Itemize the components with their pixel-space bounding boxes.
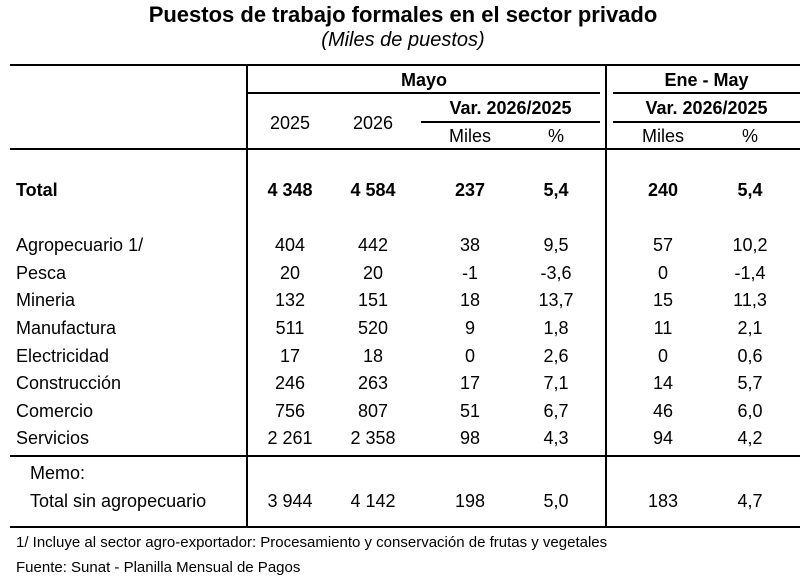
row-ene-pct: 11,3 <box>733 290 767 310</box>
memo-label: Memo: <box>30 463 86 483</box>
row-ene-pct: 2,1 <box>737 318 763 338</box>
memo-2025: 3 944 <box>267 491 313 511</box>
row-2025: 132 <box>274 290 306 310</box>
total-ene-pct: 5,4 <box>737 180 763 200</box>
var-mayo-rule <box>421 121 600 123</box>
row-2025: 756 <box>274 401 306 421</box>
row-2025: 2 261 <box>267 428 313 448</box>
row-var-pct: 6,7 <box>543 401 569 421</box>
row-ene-miles: 15 <box>652 290 674 310</box>
row-2026: 263 <box>357 373 389 393</box>
total-label: Total <box>16 180 58 200</box>
row-2025: 511 <box>275 318 305 338</box>
row-ene-miles: 94 <box>652 428 674 448</box>
row-2025: 246 <box>274 373 306 393</box>
table-title: Puestos de trabajo formales en el sector… <box>148 2 658 27</box>
total-var-pct: 5,4 <box>543 180 569 200</box>
memo-2026: 4 142 <box>350 491 396 511</box>
row-2026: 807 <box>357 401 389 421</box>
row-label: Manufactura <box>16 318 117 338</box>
row-2026: 520 <box>357 318 389 338</box>
source-note: Fuente: Sunat - Planilla Mensual de Pago… <box>16 559 301 576</box>
row-ene-pct: 4,2 <box>737 428 763 448</box>
row-2026: 2 358 <box>350 428 396 448</box>
row-2026: 20 <box>362 263 384 283</box>
row-var-miles: 9 <box>464 318 475 338</box>
memo-var-pct: 5,0 <box>543 491 569 511</box>
memo-rule <box>10 455 800 457</box>
header-miles-ene-may: Miles <box>641 126 684 146</box>
row-ene-miles: 0 <box>657 263 668 283</box>
total-2026: 4 584 <box>350 180 396 200</box>
row-2026: 151 <box>357 290 389 310</box>
row-ene-miles: 57 <box>652 235 674 255</box>
total-ene-miles: 240 <box>647 180 679 200</box>
row-var-pct: 4,3 <box>543 428 569 448</box>
header-var-mayo: Var. 2026/2025 <box>449 98 572 118</box>
header-pct-mayo: % <box>547 126 564 146</box>
row-var-miles: 0 <box>464 346 475 366</box>
row-ene-miles: 0 <box>657 346 668 366</box>
row-ene-pct: -1,4 <box>734 263 766 283</box>
memo-ene-miles: 183 <box>647 491 679 511</box>
memo-var-miles: 198 <box>454 491 486 511</box>
row-var-miles: 17 <box>459 373 481 393</box>
row-ene-pct: 10,2 <box>732 235 768 255</box>
row-var-miles: 18 <box>459 290 481 310</box>
table-subtitle: (Miles de puestos) <box>321 29 485 51</box>
total-var-miles: 237 <box>454 180 486 200</box>
row-ene-miles: 11 <box>653 318 673 338</box>
row-label: Construcción <box>16 373 122 393</box>
row-label: Comercio <box>16 401 94 421</box>
row-var-pct: 1,8 <box>543 318 569 338</box>
group-divider <box>605 64 607 528</box>
row-ene-miles: 46 <box>652 401 674 421</box>
memo-ene-pct: 4,7 <box>737 491 763 511</box>
row-2026: 18 <box>362 346 384 366</box>
row-2025: 17 <box>279 346 301 366</box>
row-label: Electricidad <box>16 346 110 366</box>
row-2026: 442 <box>357 235 389 255</box>
header-bottom-rule <box>10 148 800 150</box>
row-var-pct: 2,6 <box>543 346 569 366</box>
row-ene-pct: 6,0 <box>737 401 763 421</box>
row-ene-pct: 0,6 <box>737 346 763 366</box>
row-ene-pct: 5,7 <box>737 373 763 393</box>
row-2025: 20 <box>279 263 301 283</box>
top-rule <box>10 64 800 66</box>
footnote-1: 1/ Incluye al sector agro-exportador: Pr… <box>16 534 608 551</box>
header-mayo: Mayo <box>400 70 447 90</box>
row-var-pct: 9,5 <box>543 235 569 255</box>
header-ene-may: Ene - May <box>664 70 749 90</box>
row-label: Servicios <box>16 428 90 448</box>
header-year-2026: 2026 <box>352 113 394 133</box>
row-var-pct: 7,1 <box>543 373 569 393</box>
var-ene-rule <box>613 121 800 123</box>
row-var-miles: -1 <box>461 263 478 283</box>
row-var-miles: 38 <box>459 235 481 255</box>
memo-row-label: Total sin agropecuario <box>30 491 207 511</box>
header-year-2025: 2025 <box>269 113 311 133</box>
row-var-pct: 13,7 <box>538 290 574 310</box>
row-var-miles: 98 <box>459 428 481 448</box>
total-2025: 4 348 <box>267 180 313 200</box>
row-label: Agropecuario 1/ <box>16 235 144 255</box>
header-miles-mayo: Miles <box>448 126 491 146</box>
header-var-ene-may: Var. 2026/2025 <box>645 98 768 118</box>
row-label: Pesca <box>16 263 67 283</box>
mayo-rule <box>248 92 600 94</box>
label-divider <box>246 64 248 528</box>
row-ene-miles: 14 <box>652 373 674 393</box>
row-2025: 404 <box>274 235 306 255</box>
header-pct-ene-may: % <box>741 126 758 146</box>
ene-may-rule <box>613 92 800 94</box>
row-var-pct: -3,6 <box>540 263 572 283</box>
table-bottom-rule <box>10 526 800 528</box>
row-label: Mineria <box>16 290 76 310</box>
row-var-miles: 51 <box>459 401 481 421</box>
